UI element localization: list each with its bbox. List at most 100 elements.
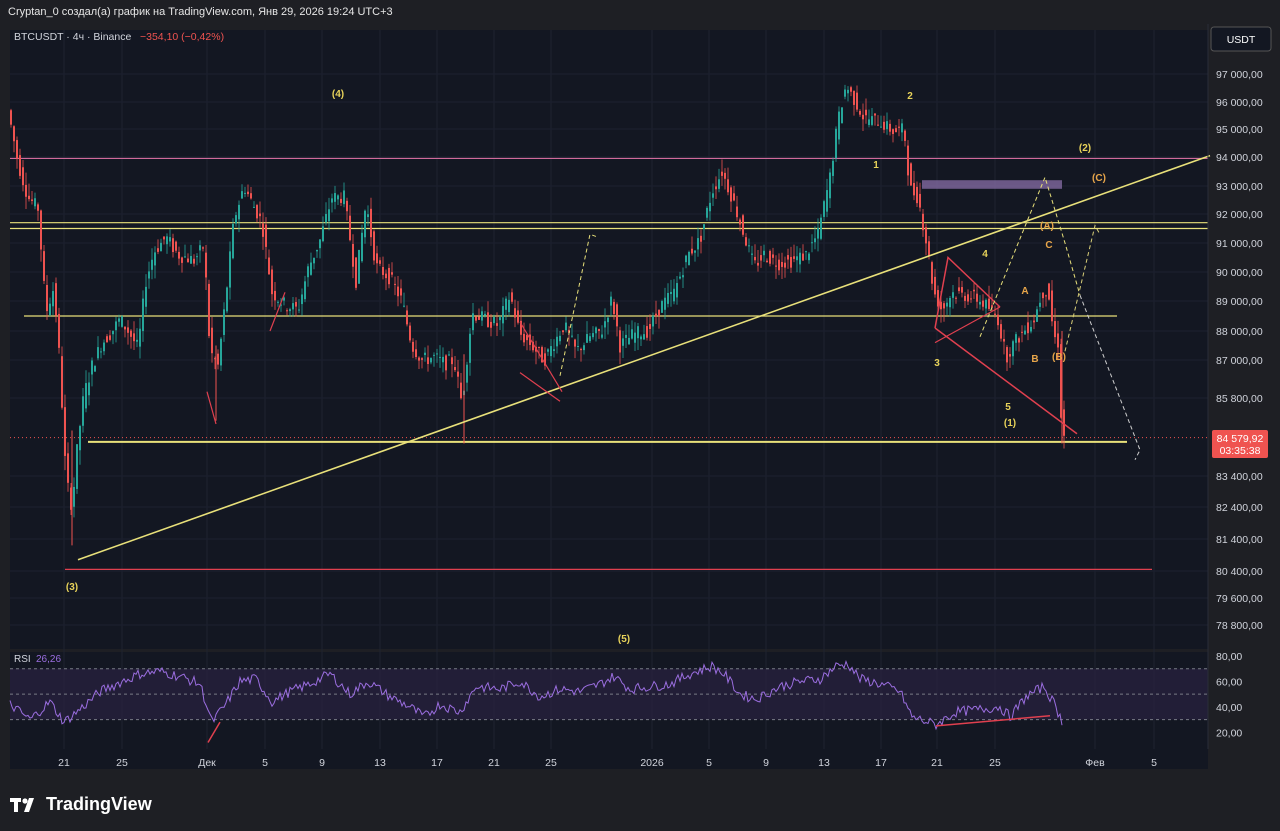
candle	[709, 202, 711, 212]
candle	[247, 191, 249, 195]
currency-button[interactable]	[1210, 26, 1272, 52]
projection-path[interactable]	[1064, 224, 1101, 352]
candle	[181, 257, 183, 263]
candle	[466, 364, 468, 383]
candle	[976, 293, 978, 302]
candle	[109, 335, 111, 340]
candle	[940, 301, 942, 310]
candle	[61, 356, 63, 408]
time-tick-label: 5	[706, 757, 712, 769]
price-tick-label: 83 400,00	[1216, 471, 1263, 483]
candle	[115, 321, 117, 331]
symbol-change: −354,10 (−0,42%)	[140, 31, 224, 43]
candle	[1054, 321, 1056, 338]
candle	[880, 126, 882, 128]
candle	[1000, 324, 1002, 339]
symbol-name[interactable]: BTCUSDT · 4ч · Binance	[14, 31, 131, 43]
candle	[640, 336, 642, 340]
candle	[325, 214, 327, 223]
candle	[814, 238, 816, 243]
candle	[577, 346, 579, 348]
candle	[232, 223, 234, 259]
candle	[868, 119, 870, 125]
candle	[400, 288, 402, 296]
candle	[433, 354, 435, 356]
candle	[307, 266, 309, 278]
candle	[559, 335, 561, 342]
candle	[439, 356, 441, 358]
candle	[508, 299, 510, 313]
candle	[961, 287, 963, 293]
candle	[136, 339, 138, 342]
candle	[253, 206, 255, 208]
candle	[598, 329, 600, 331]
candle	[523, 333, 525, 343]
candle	[319, 239, 321, 249]
wedge-upper[interactable]	[934, 256, 1001, 329]
wave-label: (5)	[618, 634, 630, 645]
channel-line[interactable]	[519, 321, 563, 392]
candle	[409, 325, 411, 341]
wedge-lower[interactable]	[934, 327, 1078, 435]
tradingview-logo[interactable]: TradingView	[10, 794, 152, 815]
candle	[445, 355, 447, 371]
candle	[172, 238, 174, 253]
candle	[490, 321, 492, 328]
candle	[832, 160, 834, 176]
projection-path[interactable]	[979, 175, 1081, 337]
wave-label: (C)	[1092, 173, 1106, 184]
candle	[286, 310, 288, 312]
candle	[727, 179, 729, 193]
candle	[604, 321, 606, 328]
candle	[292, 303, 294, 310]
supply-zone[interactable]	[922, 180, 1062, 189]
candle	[250, 193, 252, 199]
candle	[154, 252, 156, 266]
candle	[220, 338, 222, 366]
candle	[244, 192, 246, 194]
candle	[199, 245, 201, 251]
candle	[853, 90, 855, 105]
candle	[1027, 322, 1029, 334]
channel-line[interactable]	[519, 372, 561, 402]
rsi-label[interactable]: RSI	[14, 654, 31, 665]
candle	[694, 250, 696, 253]
wave-label: 4	[982, 249, 988, 260]
wedge-inner[interactable]	[934, 306, 1001, 344]
trendline[interactable]	[77, 154, 1211, 561]
price-tick-label: 93 000,00	[1216, 181, 1263, 193]
candle	[1006, 347, 1008, 363]
wave-label: (2)	[1079, 143, 1091, 154]
candle	[10, 110, 12, 125]
candle	[367, 214, 369, 218]
wave-label: (1)	[1004, 418, 1016, 429]
candle	[916, 186, 918, 204]
candle	[145, 286, 147, 307]
levels	[10, 157, 1208, 571]
rsi-divergence-line[interactable]	[207, 721, 221, 743]
candle	[532, 341, 534, 351]
candle	[1051, 290, 1053, 322]
candle	[562, 330, 564, 333]
projection-path[interactable]	[559, 233, 599, 376]
chart-area[interactable]: 97 000,00 96 000,00 95 000,00 94 000,00 93 0…	[0, 24, 1280, 780]
candle	[376, 253, 378, 264]
time-tick-label: 17	[875, 757, 887, 769]
candle	[742, 215, 744, 235]
candle	[673, 288, 675, 302]
candle	[823, 201, 825, 217]
candle	[424, 352, 426, 356]
candle	[778, 259, 780, 271]
candle	[421, 358, 423, 360]
candle	[211, 327, 213, 354]
candle	[565, 322, 567, 331]
rsi-divergence-line[interactable]	[935, 715, 1051, 727]
candle	[919, 193, 921, 208]
candle	[796, 256, 798, 261]
candle	[574, 339, 576, 347]
candle	[22, 167, 24, 186]
candle	[676, 283, 678, 298]
candle	[484, 313, 486, 316]
candle	[103, 342, 105, 352]
